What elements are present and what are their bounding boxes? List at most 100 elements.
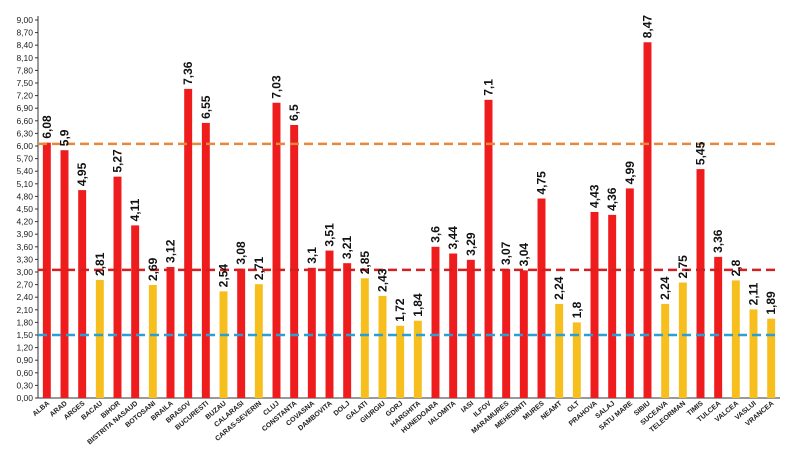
- data-label: 3,1: [305, 247, 319, 264]
- y-tick-label: 2,10: [16, 305, 33, 315]
- data-label: 5,27: [111, 149, 125, 173]
- y-tick-label: 6,00: [16, 141, 33, 151]
- bar-bacau: [95, 279, 104, 398]
- y-tick-label: 1,80: [16, 317, 33, 327]
- data-label: 2,75: [676, 255, 690, 279]
- bar-calarasi: [237, 268, 246, 398]
- data-label: 4,43: [588, 184, 602, 208]
- y-tick-label: 0,00: [16, 393, 33, 403]
- bar-neamt: [555, 303, 564, 398]
- data-label: 2,24: [658, 276, 672, 300]
- bar-botosani: [148, 285, 157, 398]
- bar-valcea: [731, 280, 740, 398]
- y-tick-label: 9,00: [16, 15, 33, 25]
- data-label: 3,08: [234, 241, 248, 265]
- y-tick-label: 1,50: [16, 330, 33, 340]
- bar-arad: [60, 150, 69, 398]
- y-tick-label: 2,40: [16, 292, 33, 302]
- bar-maramures: [502, 269, 511, 398]
- y-tick-label: 1,20: [16, 343, 33, 353]
- data-label: 3,12: [164, 239, 178, 263]
- y-tick-label: 6,30: [16, 128, 33, 138]
- bar-mehedinti: [519, 270, 528, 398]
- bar-sibiu: [643, 42, 652, 398]
- data-label: 7,1: [482, 79, 496, 96]
- y-tick-label: 3,30: [16, 254, 33, 264]
- bar-suceava: [661, 303, 670, 398]
- data-label: 2,43: [376, 268, 390, 292]
- y-tick-label: 4,80: [16, 191, 33, 201]
- bar-ialomita: [449, 253, 458, 398]
- y-tick-label: 6,60: [16, 116, 33, 126]
- y-tick-label: 7,80: [16, 65, 33, 75]
- y-tick-label: 7,20: [16, 91, 33, 101]
- bar-prahova: [590, 211, 599, 398]
- data-label: 3,44: [446, 226, 460, 250]
- data-label: 1,72: [393, 298, 407, 322]
- y-tick-label: 6,90: [16, 103, 33, 113]
- data-label: 3,04: [517, 243, 531, 267]
- bar-dambovita: [325, 250, 334, 398]
- bar-bistrita-nasaud: [131, 225, 140, 398]
- data-label: 4,99: [623, 161, 637, 185]
- y-tick-label: 8,40: [16, 40, 33, 50]
- data-label: 3,29: [464, 232, 478, 256]
- bar-arges: [78, 190, 87, 398]
- data-label: 4,11: [128, 198, 142, 221]
- bar-ilfov: [484, 99, 493, 399]
- bar-tulcea: [714, 256, 723, 398]
- bar-bucuresti: [201, 122, 210, 399]
- y-tick-label: 0,30: [16, 380, 33, 390]
- bar-mures: [537, 198, 546, 398]
- y-tick-label: 8,10: [16, 53, 33, 63]
- y-tick-label: 5,10: [16, 179, 33, 189]
- bar-bihor: [113, 176, 122, 398]
- bar-covasna: [307, 267, 316, 398]
- data-label: 2,11: [747, 282, 761, 305]
- y-tick-label: 0,60: [16, 368, 33, 378]
- bar-harghita: [413, 320, 422, 398]
- data-label: 2,24: [552, 276, 566, 300]
- data-label: 7,36: [181, 61, 195, 85]
- bar-dolj: [343, 263, 352, 398]
- data-label: 4,36: [605, 187, 619, 211]
- y-tick-label: 5,70: [16, 154, 33, 164]
- bar-satu-mare: [625, 188, 634, 398]
- y-tick-label: 4,50: [16, 204, 33, 214]
- y-tick-label: 4,20: [16, 217, 33, 227]
- data-label: 2,8: [729, 259, 743, 276]
- bar-iasi: [466, 259, 475, 398]
- data-label: 1,8: [570, 301, 584, 318]
- bar-constanta: [290, 125, 299, 398]
- data-label: 2,81: [93, 252, 107, 276]
- data-label: 5,45: [694, 141, 708, 165]
- data-label: 3,21: [340, 235, 354, 259]
- data-label: 8,47: [641, 15, 655, 39]
- data-label: 1,89: [764, 291, 778, 315]
- x-tick-label: ALBA: [32, 400, 51, 418]
- data-label: 2,69: [146, 257, 160, 281]
- data-label: 3,6: [429, 226, 443, 243]
- bar-braila: [166, 266, 175, 398]
- y-tick-label: 8,70: [16, 28, 33, 38]
- bar-salaj: [608, 214, 617, 398]
- data-label: 6,55: [199, 95, 213, 119]
- bar-cluj: [272, 102, 281, 399]
- data-label: 4,95: [75, 162, 89, 186]
- data-label: 4,75: [535, 171, 549, 195]
- data-label: 1,84: [411, 293, 425, 317]
- bar-brasov: [184, 88, 193, 398]
- data-label: 5,9: [58, 129, 72, 146]
- data-label: 3,51: [323, 223, 337, 247]
- data-label: 3,07: [499, 241, 513, 265]
- bar-vaslui: [749, 309, 758, 398]
- data-label: 3,36: [711, 229, 725, 253]
- bar-vrancea: [767, 318, 776, 398]
- bar-gorj: [396, 325, 405, 398]
- data-label: 7,03: [270, 75, 284, 99]
- bar-teleorman: [678, 282, 687, 398]
- data-label: 2,85: [358, 251, 372, 275]
- y-tick-label: 3,90: [16, 229, 33, 239]
